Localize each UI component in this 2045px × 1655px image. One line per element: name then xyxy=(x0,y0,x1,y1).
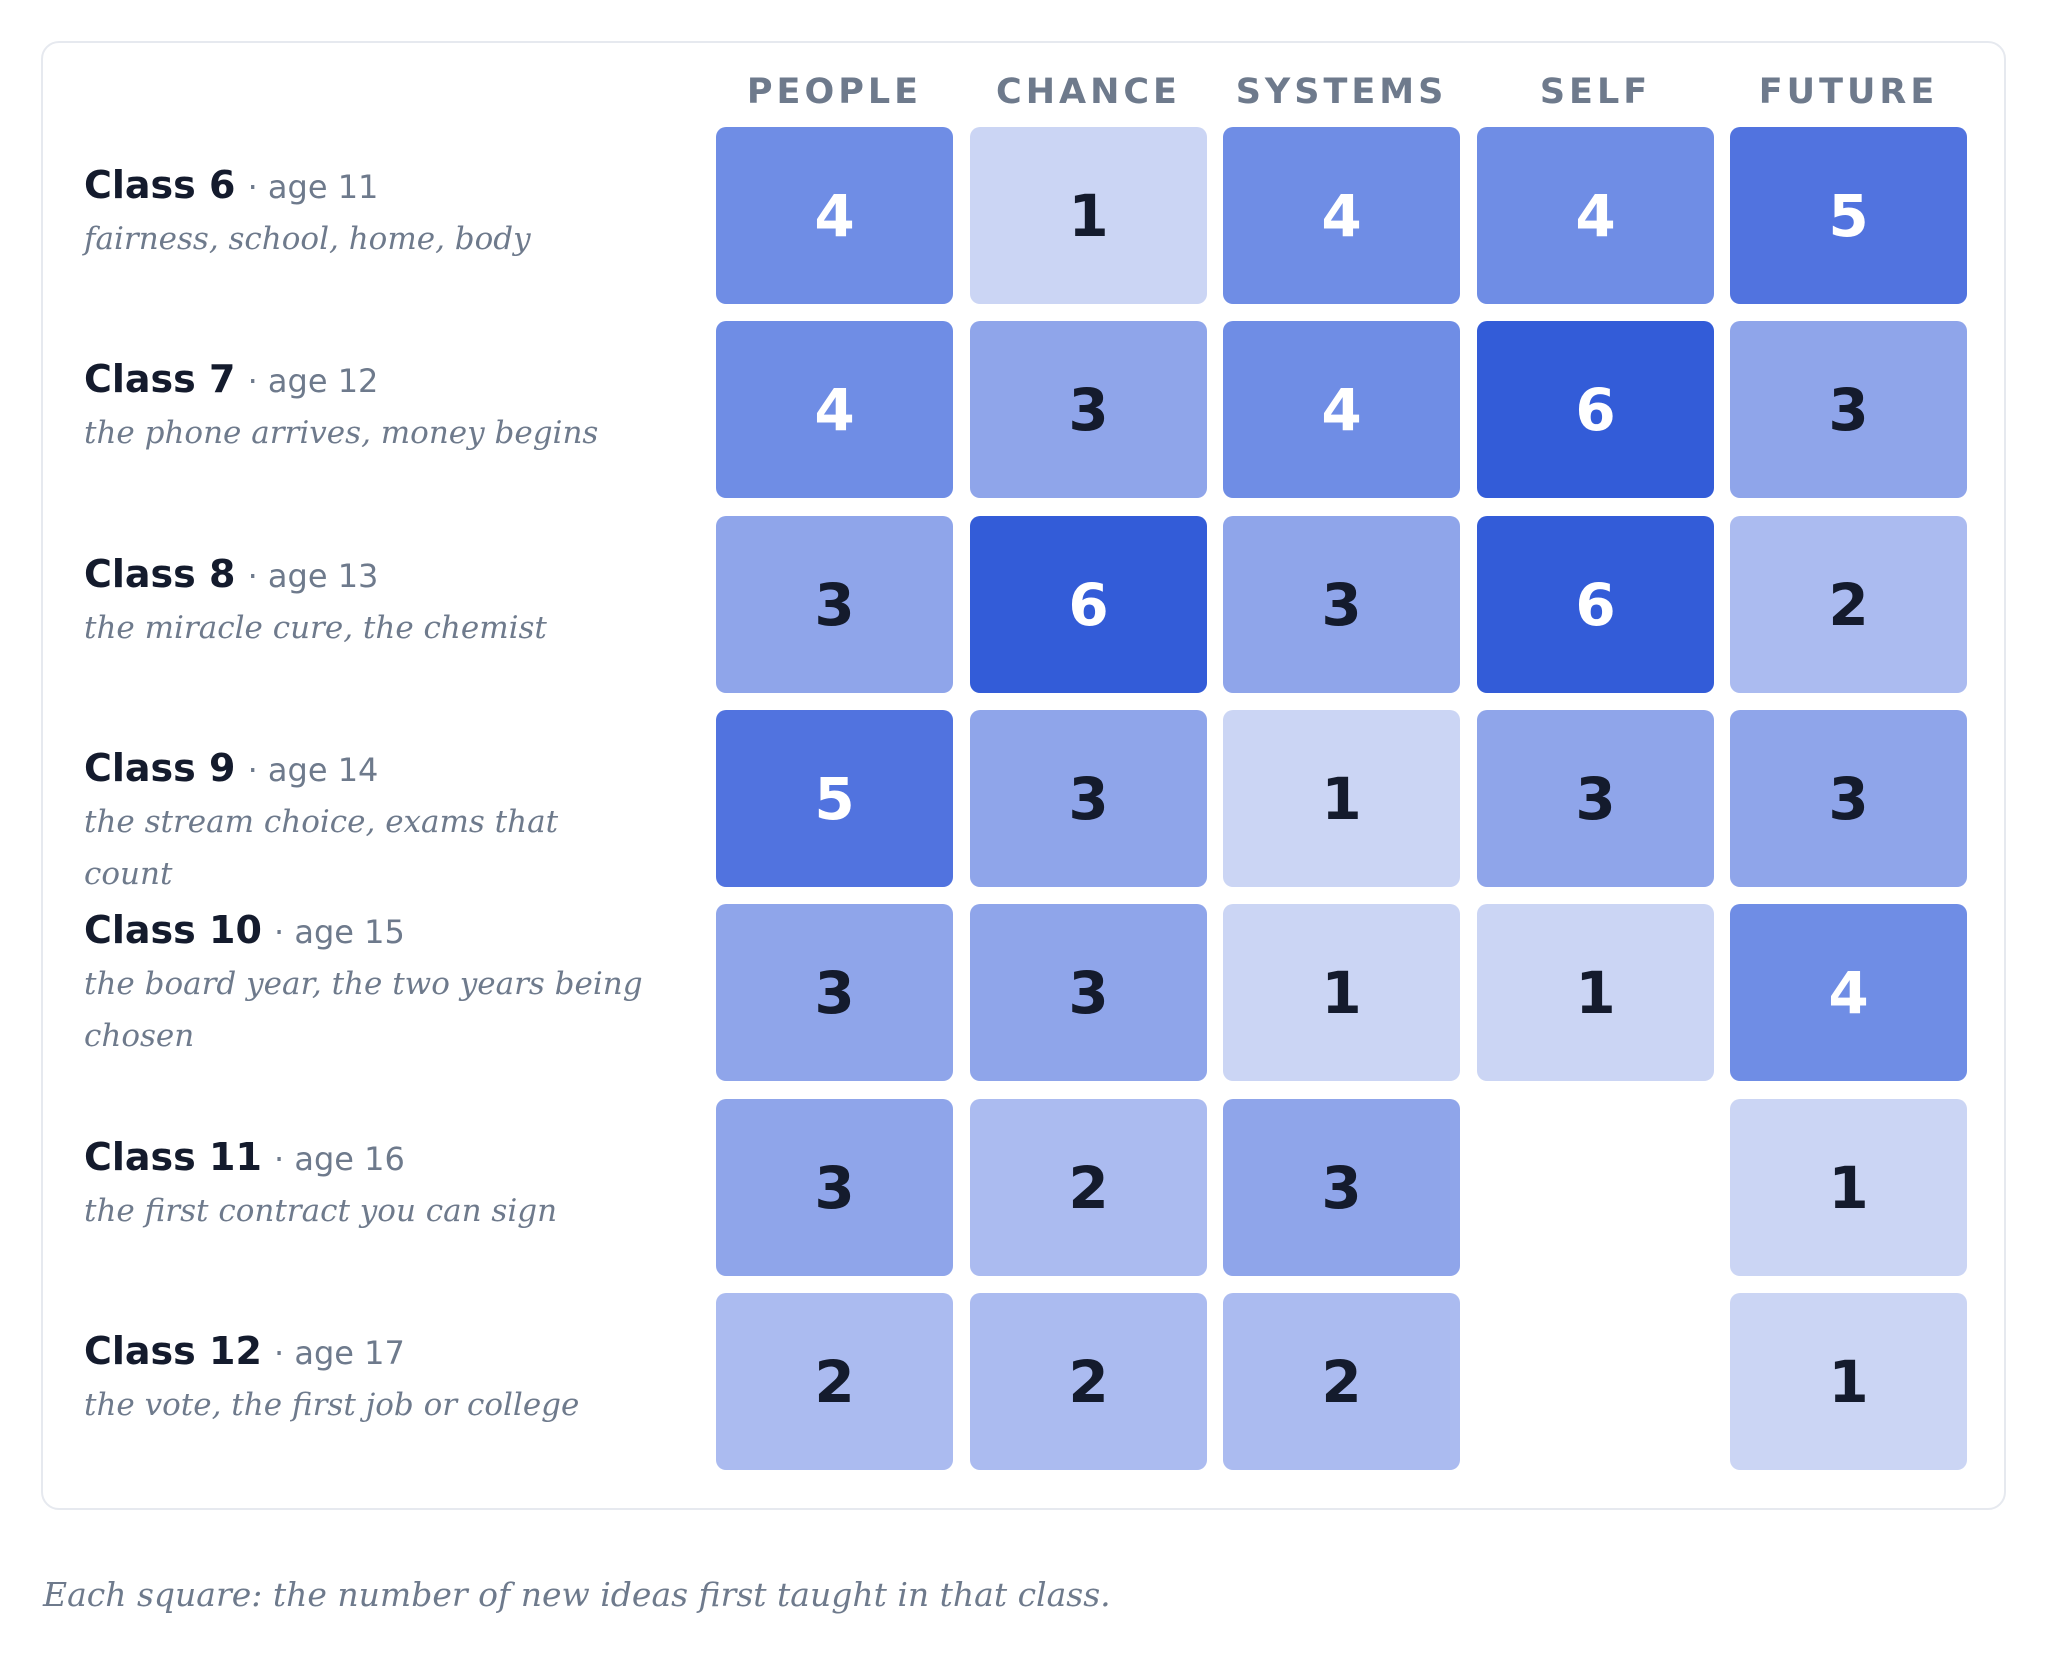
class-description: the miracle cure, the chemist xyxy=(84,610,547,646)
heatmap-cell: 4 xyxy=(716,321,953,498)
heatmap-cell: 1 xyxy=(1223,710,1460,887)
column-header-people: PEOPLE xyxy=(746,72,923,112)
heatmap-cell: 6 xyxy=(1477,516,1714,693)
row-title: Class 6 · age 11 xyxy=(84,161,644,211)
heatmap-cell: 1 xyxy=(1730,1293,1967,1470)
class-name: Class 9 xyxy=(84,746,236,790)
class-description: the board year, the two years being chos… xyxy=(84,966,643,1054)
row-title: Class 12 · age 17 xyxy=(84,1327,644,1377)
heatmap-cell: 3 xyxy=(970,321,1207,498)
row-label: Class 11 · age 16 the first contract you … xyxy=(84,1133,644,1237)
heatmap-cell: 4 xyxy=(716,127,953,304)
class-age: · age 12 xyxy=(247,362,379,400)
class-description: the vote, the first job or college xyxy=(84,1387,580,1423)
footnote: Each square: the number of new ideas fir… xyxy=(43,1575,1111,1614)
column-header-systems: SYSTEMS xyxy=(1235,72,1448,112)
heatmap-cell: 3 xyxy=(716,1099,953,1276)
class-description: fairness, school, home, body xyxy=(84,221,531,257)
heatmap-cell: 6 xyxy=(1477,321,1714,498)
heatmap-cell: 3 xyxy=(1223,516,1460,693)
class-age: · age 15 xyxy=(274,913,405,951)
heatmap-cell: 3 xyxy=(970,904,1207,1081)
class-name: Class 8 xyxy=(84,552,236,596)
class-name: Class 10 xyxy=(84,908,262,952)
heatmap-cell: 4 xyxy=(1223,321,1460,498)
class-name: Class 7 xyxy=(84,357,236,401)
class-description: the stream choice, exams that count xyxy=(84,804,559,892)
class-age: · age 13 xyxy=(247,557,379,595)
row-title: Class 7 · age 12 xyxy=(84,355,644,405)
class-age: · age 14 xyxy=(247,751,379,789)
heatmap-cell: 3 xyxy=(1477,710,1714,887)
heatmap-cell: 3 xyxy=(1223,1099,1460,1276)
heatmap-cell: 2 xyxy=(1223,1293,1460,1470)
heatmap-cell: 1 xyxy=(1223,904,1460,1081)
heatmap-cell: 4 xyxy=(1477,127,1714,304)
column-header-self: SELF xyxy=(1539,72,1652,112)
row-title: Class 10 · age 15 xyxy=(84,906,644,956)
row-label: Class 9 · age 14 the stream choice, exams… xyxy=(84,744,644,900)
row-title: Class 8 · age 13 xyxy=(84,550,644,600)
heatmap-cell: 4 xyxy=(1730,904,1967,1081)
class-age: · age 17 xyxy=(274,1334,405,1372)
heatmap-cell: 1 xyxy=(970,127,1207,304)
row-label: Class 8 · age 13 the miracle cure, the ch… xyxy=(84,550,644,654)
heatmap-cell: 1 xyxy=(1477,904,1714,1081)
heatmap-cell: 3 xyxy=(1730,321,1967,498)
heatmap-cell: 5 xyxy=(1730,127,1967,304)
heatmap-cell: 2 xyxy=(970,1099,1207,1276)
row-title: Class 11 · age 16 xyxy=(84,1133,644,1183)
row-title: Class 9 · age 14 xyxy=(84,744,644,794)
row-label: Class 10 · age 15 the board year, the two… xyxy=(84,906,644,1062)
class-description: the first contract you can sign xyxy=(84,1193,558,1229)
heatmap-cell: 2 xyxy=(970,1293,1207,1470)
class-description: the phone arrives, money begins xyxy=(84,415,599,451)
heatmap-cell: 1 xyxy=(1730,1099,1967,1276)
heatmap-cell: 3 xyxy=(970,710,1207,887)
class-name: Class 12 xyxy=(84,1329,262,1373)
heatmap-cell: 3 xyxy=(716,904,953,1081)
column-header-chance: CHANCE xyxy=(996,72,1181,112)
heatmap-cell: 6 xyxy=(970,516,1207,693)
heatmap-cell: 2 xyxy=(716,1293,953,1470)
class-name: Class 11 xyxy=(84,1135,262,1179)
heatmap-cell: 3 xyxy=(716,516,953,693)
row-label: Class 6 · age 11 fairness, school, home, … xyxy=(84,161,644,265)
row-label: Class 7 · age 12 the phone arrives, money… xyxy=(84,355,644,459)
class-name: Class 6 xyxy=(84,163,236,207)
heatmap-cell: 4 xyxy=(1223,127,1460,304)
class-age: · age 11 xyxy=(247,168,379,206)
heatmap-cell: 2 xyxy=(1730,516,1967,693)
class-age: · age 16 xyxy=(274,1140,405,1178)
row-label: Class 12 · age 17 the vote, the first job… xyxy=(84,1327,644,1431)
column-header-future: FUTURE xyxy=(1758,72,1939,112)
heatmap-cell: 5 xyxy=(716,710,953,887)
heatmap-cell: 3 xyxy=(1730,710,1967,887)
